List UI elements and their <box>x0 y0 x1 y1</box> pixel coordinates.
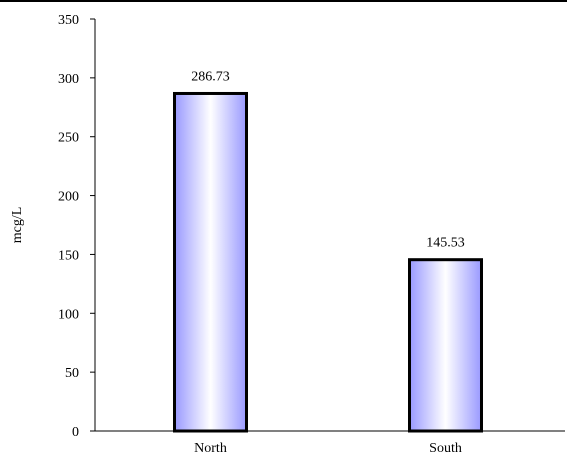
y-tick-label: 250 <box>58 131 79 146</box>
data-label-south: 145.53 <box>426 236 465 251</box>
bar-south <box>408 258 483 433</box>
y-axis-ticks: 0 50 100 150 200 250 300 350 <box>58 13 95 440</box>
y-tick-label: 300 <box>58 72 79 87</box>
x-tick-label-south: South <box>429 441 462 456</box>
y-tick-label: 350 <box>58 13 79 28</box>
y-tick-label: 100 <box>58 307 79 322</box>
bars-group <box>173 91 483 433</box>
data-label-north: 286.73 <box>191 69 230 84</box>
y-tick-label: 50 <box>65 366 79 381</box>
x-axis-tick-labels: North South <box>194 441 462 456</box>
y-tick-label: 200 <box>58 190 79 205</box>
y-tick-label: 150 <box>58 248 79 263</box>
y-axis-label: mcg/L <box>10 207 25 244</box>
data-labels-group: 286.73 145.53 <box>191 69 465 250</box>
bar-north <box>173 91 248 433</box>
x-tick-label-north: North <box>194 441 227 456</box>
y-tick-label: 0 <box>72 425 79 440</box>
